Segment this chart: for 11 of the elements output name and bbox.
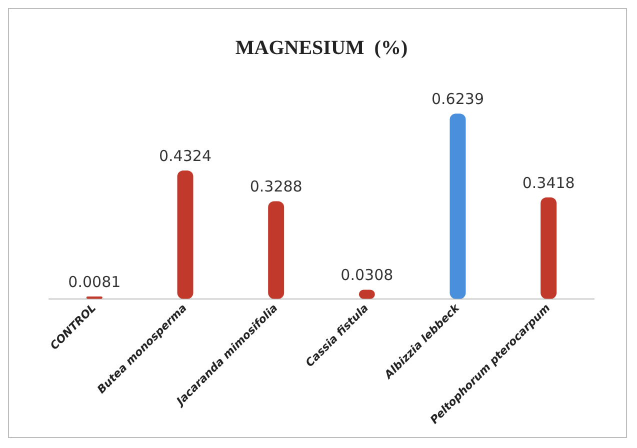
- bar: [268, 201, 284, 299]
- bar: [177, 170, 194, 299]
- chart-title: MAGNESIUM (%): [235, 37, 408, 60]
- data-label: 0.4324: [159, 146, 212, 165]
- bar: [450, 114, 466, 299]
- bar: [540, 197, 557, 299]
- data-label: 0.0308: [340, 266, 394, 284]
- data-label: 0.3288: [250, 178, 302, 196]
- data-label: 0.0081: [68, 272, 121, 291]
- data-label: 0.3418: [522, 174, 575, 192]
- data-label: 0.6239: [432, 90, 484, 108]
